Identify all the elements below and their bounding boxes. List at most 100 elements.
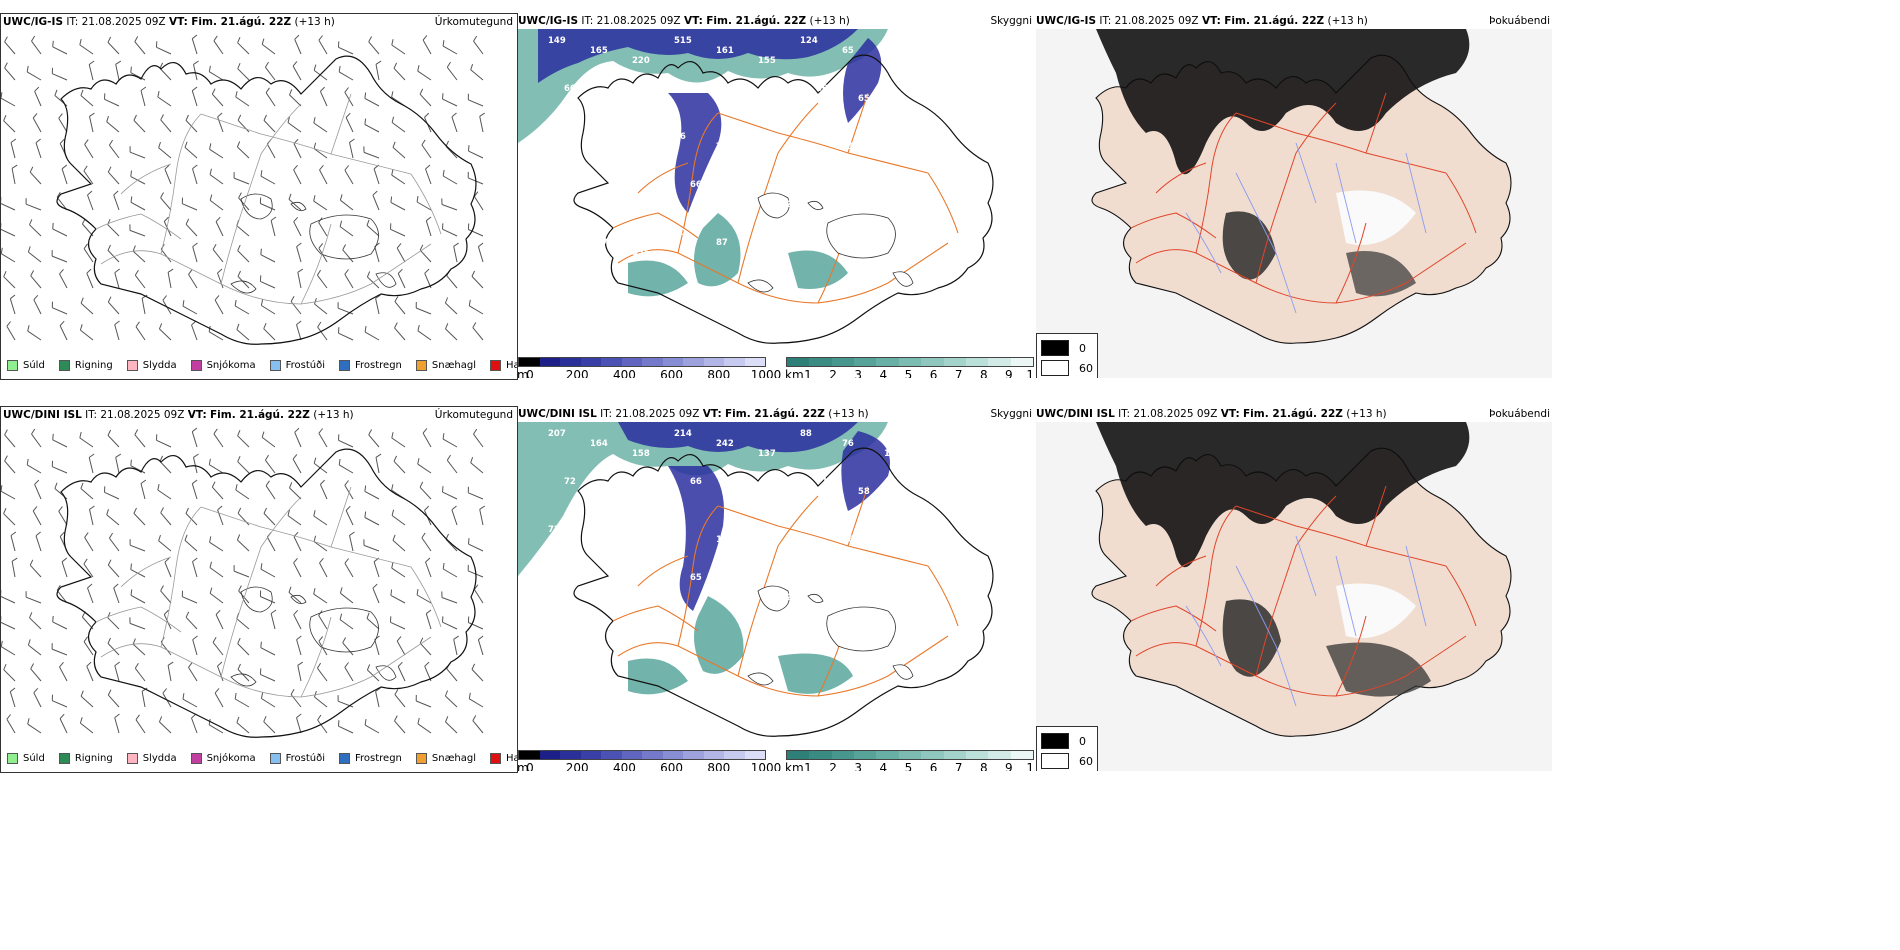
colorbar-ticks: 0 200 400 600 800 1000 — [526, 761, 781, 771]
visibility-value-label: 61 — [884, 56, 896, 66]
wind-barb — [83, 170, 94, 185]
wind-barb-flag — [237, 637, 241, 644]
wind-barb-flag — [33, 294, 39, 301]
colorbar-cell — [809, 358, 832, 366]
wind-barb-flag — [107, 429, 112, 436]
low-visibility-area — [668, 93, 722, 213]
wind-barb-flag — [158, 534, 161, 541]
wind-barb-flag — [84, 139, 89, 145]
colorbar-tick-label: 600 — [660, 761, 684, 771]
wind-barb — [52, 466, 68, 474]
wind-barb — [473, 589, 484, 604]
wind-barb — [349, 142, 354, 159]
fog-legend-value: 0 — [1079, 734, 1086, 748]
wind-barb-flag — [265, 480, 270, 486]
wind-barb-flag — [316, 269, 322, 276]
wind-barb-flag — [3, 664, 7, 670]
wind-barb — [87, 587, 94, 604]
wind-barb-flag — [394, 296, 399, 302]
visibility-value-label: 52 — [674, 525, 686, 535]
wind-barb-flag — [31, 428, 36, 435]
wind-barb-flag — [260, 563, 263, 570]
visibility-value-label: 70 — [674, 228, 686, 238]
wind-barb — [296, 717, 302, 734]
wind-barb-flag — [368, 429, 373, 436]
wind-barb — [237, 250, 250, 263]
wind-barb-flag — [115, 60, 122, 65]
wind-barb-flag — [56, 584, 61, 591]
wind-barb — [58, 118, 68, 133]
wind-barb — [107, 564, 120, 578]
legend-label: Snjókoma — [206, 360, 256, 371]
wind-barb-flag — [52, 615, 54, 622]
colorbar-tick-label: 5 — [904, 761, 913, 771]
wind-barb-flag — [318, 35, 323, 41]
wind-barb-flag — [425, 216, 432, 222]
wind-barb-flag — [184, 141, 188, 148]
valid-time: Fim. 21.ágú. 22Z — [1224, 15, 1325, 27]
wind-barb — [237, 42, 250, 55]
wind-barb — [266, 143, 276, 159]
panel-header: UWC/IG-IS IT: 21.08.2025 09Z VT: Fim. 21… — [1036, 13, 1368, 29]
wind-barb — [237, 68, 250, 81]
wind-barb-flag — [188, 662, 193, 668]
visibility-value-label: 87 — [716, 238, 728, 248]
wind-barb — [344, 274, 354, 289]
wind-barb-flag — [157, 483, 160, 491]
wind-barb — [106, 514, 120, 526]
wind-barb — [80, 722, 94, 734]
wind-barb-flag — [345, 112, 351, 118]
wind-barb — [3, 669, 16, 682]
visibility-value-label: 110 — [716, 535, 734, 545]
visibility-value-label: 86 — [816, 84, 828, 94]
wind-barb — [80, 695, 94, 708]
wind-barb-flag — [290, 689, 295, 695]
visibility-value-label: 111 — [884, 449, 902, 459]
wind-barb-flag — [54, 482, 58, 489]
legend-label: Snæhagl — [431, 753, 477, 764]
wind-barb — [297, 665, 302, 682]
wind-barb-flag — [52, 222, 54, 229]
visibility-value-label: 66 — [690, 180, 702, 190]
wind-barb-flag — [59, 268, 64, 275]
wind-barb — [372, 195, 380, 211]
wind-barb — [132, 643, 146, 656]
wind-barb-flag — [320, 86, 325, 92]
wind-barb-flag — [29, 559, 34, 566]
legend-swatch — [126, 753, 138, 764]
wind-barb-flag — [9, 294, 16, 300]
colorbar-cell — [965, 751, 989, 759]
colorbar-cell — [921, 751, 944, 759]
wind-barb — [314, 696, 328, 708]
wind-barb-flag — [182, 693, 185, 700]
wind-barb-flag — [208, 458, 211, 465]
valid-time: Fim. 21.ágú. 22Z — [706, 15, 807, 27]
wind-barb-flag — [372, 190, 378, 196]
wind-barb — [9, 691, 16, 708]
wind-barb — [417, 70, 432, 81]
wind-barb-flag — [114, 661, 120, 667]
colorbar-tick-label: 400 — [612, 761, 636, 771]
wind-barb-flag — [288, 193, 292, 200]
fog-legend-swatch — [1041, 340, 1069, 356]
wind-barb-flag — [397, 268, 403, 274]
wind-barb-flag — [79, 717, 83, 724]
wind-barb — [160, 512, 172, 526]
visibility-value-label: 69 — [632, 152, 644, 162]
wind-barb — [158, 540, 172, 552]
wind-barb — [287, 515, 302, 526]
wind-barb — [313, 122, 328, 133]
wind-barb-flag — [157, 90, 160, 98]
wind-barb — [28, 251, 42, 263]
wind-barb-flag — [313, 535, 317, 542]
wind-barb — [184, 147, 198, 159]
wind-barb — [58, 511, 68, 526]
wind-barb — [88, 457, 94, 474]
colorbar-tick-label: 3 — [854, 368, 863, 378]
wind-barb — [237, 539, 250, 552]
panel-precip-type-row2: UWC/DINI ISL IT: 21.08.2025 09Z VT: Fim.… — [0, 406, 518, 773]
wind-barb — [88, 64, 94, 81]
wind-barb-flag — [191, 427, 198, 433]
wind-barb-flag — [344, 165, 349, 171]
wind-barb-flag — [424, 268, 430, 274]
